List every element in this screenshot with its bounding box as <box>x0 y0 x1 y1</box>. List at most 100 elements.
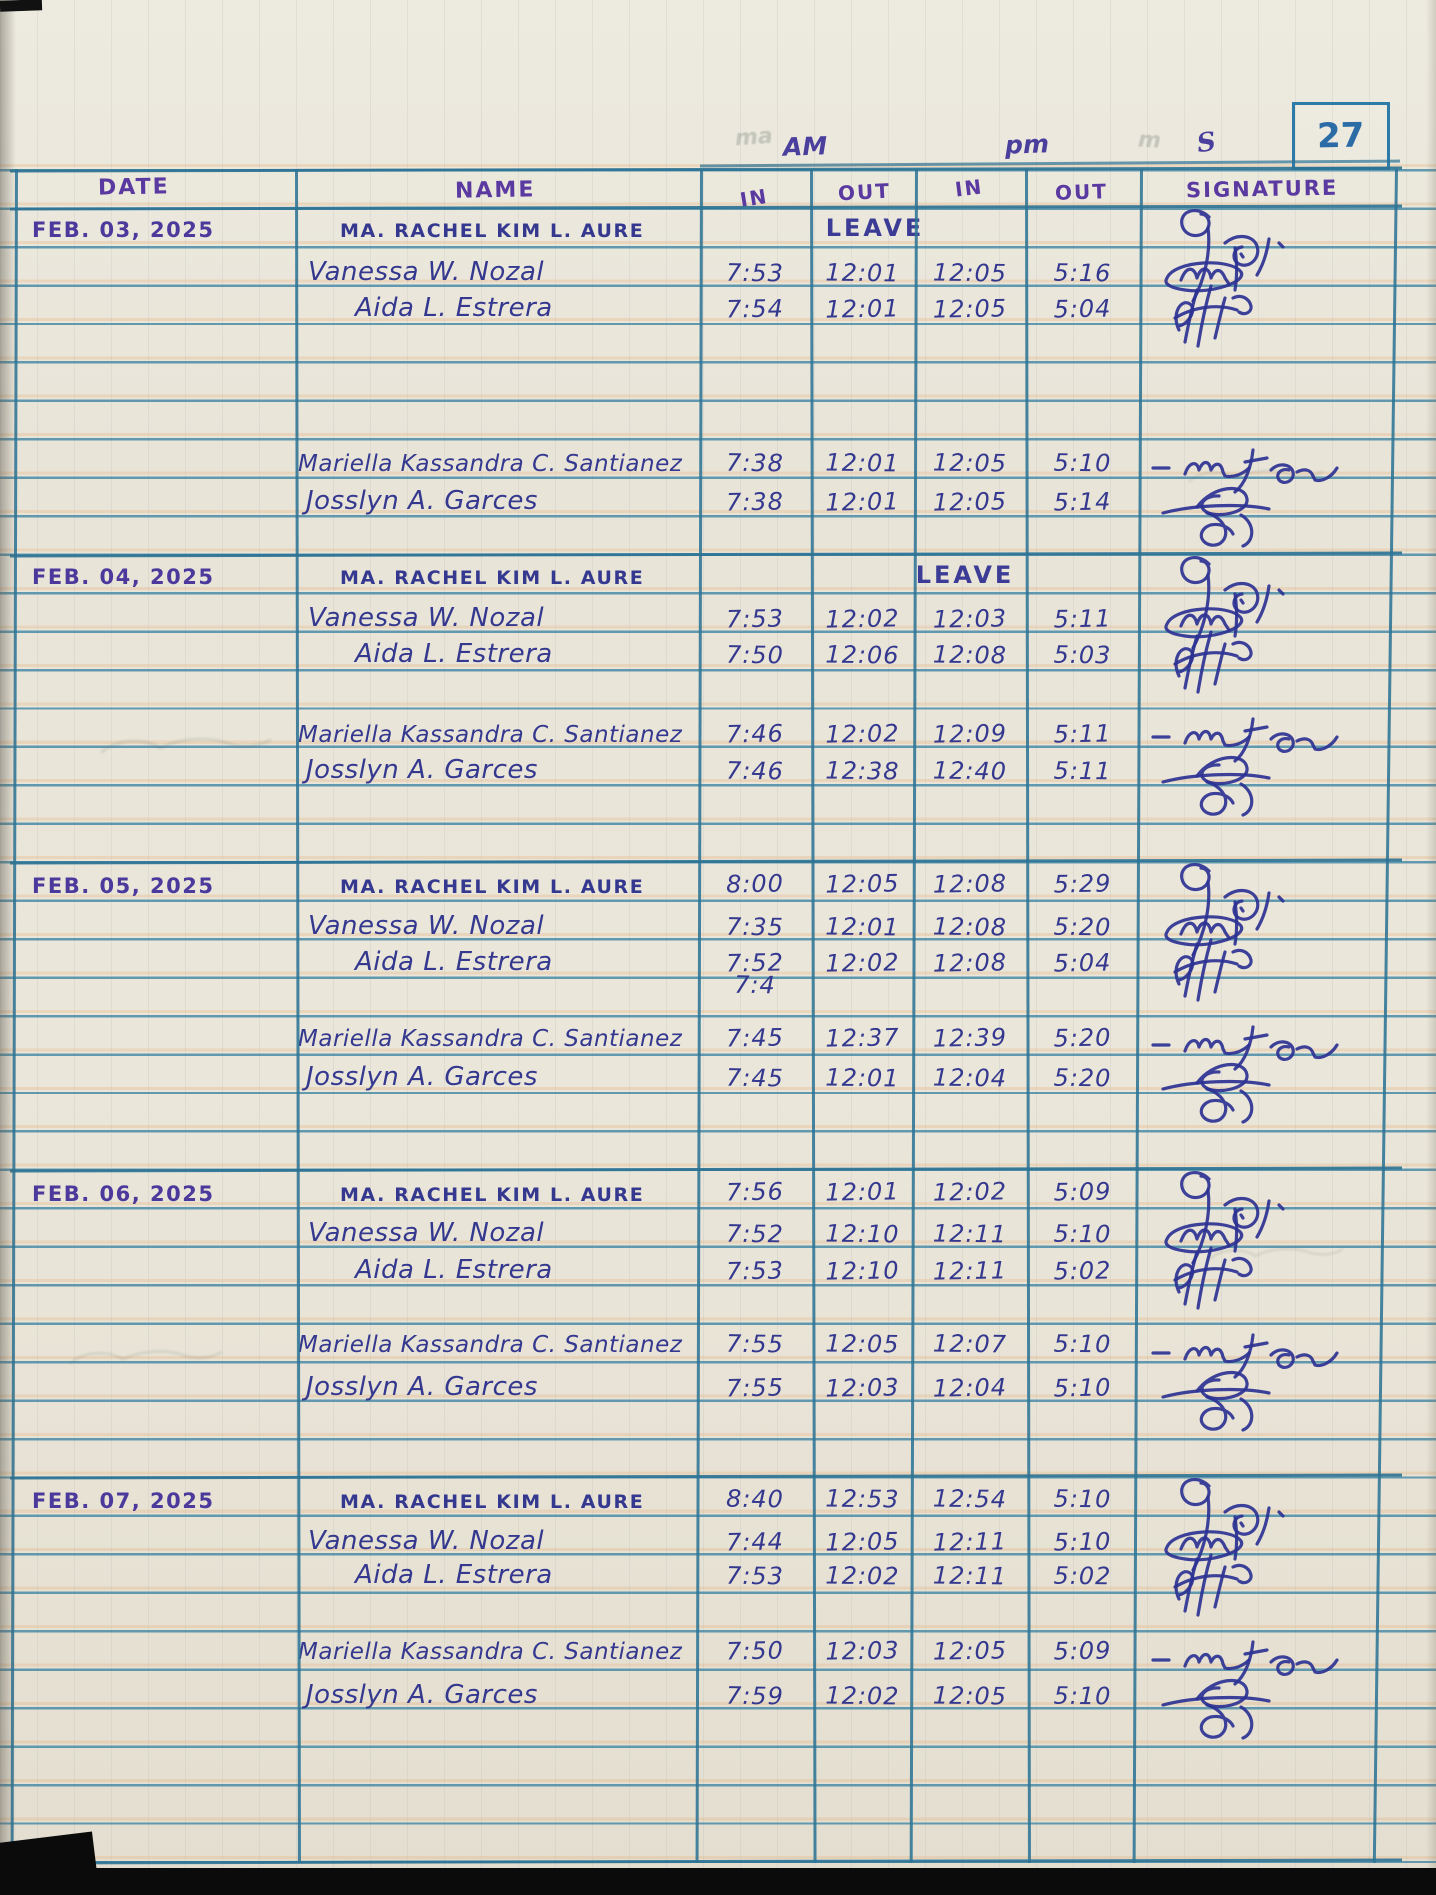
pm-group-label: pm <box>1004 129 1050 160</box>
entry-date: FEB. 05, 2025 <box>32 874 215 899</box>
table-row: Mariella Kassandra C. Santianez 7:46 12:02… <box>0 707 1436 763</box>
table-block-separator-line <box>9 1858 1403 1865</box>
time-am-out: 12:01 <box>825 1063 900 1093</box>
time-am-in: 7:50 <box>725 640 785 670</box>
pm-in-column-header: IN <box>953 174 985 202</box>
time-pm-in: 12:05 <box>932 258 1008 288</box>
page-right-edge-shadow <box>1426 0 1436 1895</box>
time-pm-out: 5:02 <box>1053 1561 1112 1591</box>
entry-name: Vanessa W. Nozal <box>308 602 545 633</box>
time-pm-in: 12:08 <box>932 912 1008 942</box>
time-pm-out: 5:09 <box>1053 1636 1112 1666</box>
time-pm-out: 5:29 <box>1053 869 1112 899</box>
time-am-in: 7:59 <box>725 1681 785 1710</box>
time-pm-in: 12:05 <box>932 294 1008 324</box>
time-am-out: 12:01 <box>825 294 900 324</box>
table-row: Josslyn A. Garces 7:59 12:02 12:05 5:10 <box>0 1669 1436 1740</box>
time-am-out: 12:03 <box>825 1636 900 1666</box>
time-pm-in: 12:05 <box>932 1636 1008 1666</box>
time-am-out: 12:02 <box>825 604 900 634</box>
table-row: FEB. 07, 2025 MA. RACHEL KIM L. AURE 8:40 1… <box>0 1476 1436 1572</box>
table-row: Mariella Kassandra C. Santianez 7:38 12:01… <box>0 438 1436 494</box>
time-pm-in: 12:11 <box>932 1561 1008 1591</box>
time-am-out: 12:37 <box>825 1023 900 1053</box>
page-number: 27 <box>1316 115 1366 157</box>
table-row: Mariella Kassandra C. Santianez 7:50 12:03… <box>0 1630 1436 1686</box>
entry-name: Vanessa W. Nozal <box>308 256 545 287</box>
entry-name: Vanessa W. Nozal <box>308 1525 545 1556</box>
entry-name: Mariella Kassandra C. Santianez <box>298 722 683 749</box>
time-am-out: 12:01 <box>825 1177 900 1207</box>
entry-name: MA. RACHEL KIM L. AURE <box>340 1491 645 1514</box>
time-pm-in: 12:08 <box>932 869 1008 899</box>
time-pm-in: 12:05 <box>932 448 1008 478</box>
table-row: Vanessa W. Nozal 7:52 12:10 12:11 5:10 <box>0 1207 1436 1254</box>
time-am-out: 12:01 <box>825 912 900 942</box>
table-row: Josslyn A. Garces 7:55 12:03 12:04 5:10 <box>0 1361 1436 1432</box>
signature-garces <box>1161 755 1271 817</box>
entry-name: Aida L. Estrera <box>355 293 553 324</box>
time-am-in: 8:00 <box>725 869 785 899</box>
time-am-out: 12:05 <box>825 1527 900 1557</box>
time-am-in: 7:52 <box>725 1219 785 1249</box>
table-row: Vanessa W. Nozal 7:35 12:01 12:08 5:20 <box>0 899 1436 946</box>
table-row: FEB. 04, 2025 MA. RACHEL KIM L. AURE LEAVE <box>0 554 1436 650</box>
table-row: Vanessa W. Nozal 7:53 12:02 12:03 5:11 <box>0 592 1436 639</box>
signature-estrera <box>1173 1245 1253 1310</box>
time-pm-out: 5:04 <box>1053 294 1112 324</box>
time-am-in: 8:40 <box>725 1484 785 1514</box>
time-am-out: 12:53 <box>825 1484 900 1514</box>
pm-out-column-header: OUT <box>1054 179 1109 205</box>
time-am-out: 12:38 <box>825 756 900 786</box>
entry-name: Aida L. Estrera <box>355 639 553 670</box>
time-pm-out: 5:16 <box>1053 258 1112 288</box>
time-am-out: 12:10 <box>825 1255 900 1286</box>
time-am-out: 12:02 <box>825 1561 900 1591</box>
time-pm-out: 5:11 <box>1053 756 1112 786</box>
time-pm-in: 12:08 <box>932 640 1008 670</box>
time-am-out: 12:05 <box>825 869 900 899</box>
time-pm-out: 5:10 <box>1053 1484 1112 1514</box>
entry-name: MA. RACHEL KIM L. AURE <box>340 876 645 899</box>
time-am-in: 7:54 <box>725 294 785 324</box>
bleed-through-mark: m <box>1137 127 1162 154</box>
entry-date: FEB. 03, 2025 <box>32 218 215 243</box>
date-column-header: DATE <box>97 174 170 201</box>
time-pm-in: 12:40 <box>932 756 1008 786</box>
time-am-in: 7:55 <box>725 1329 785 1358</box>
signature-estrera <box>1173 284 1253 348</box>
signature-estrera <box>1173 630 1253 694</box>
entry-name: Aida L. Estrera <box>355 1254 553 1285</box>
am-group-label: AM <box>782 131 828 162</box>
time-am-out: 12:02 <box>825 1681 900 1711</box>
table-row: Josslyn A. Garces 7:46 12:38 12:40 5:11 <box>0 746 1436 817</box>
time-am-in: 7:53 <box>725 1561 785 1591</box>
time-am-out: 12:03 <box>825 1373 900 1403</box>
table-row: Mariella Kassandra C. Santianez 7:45 12:37… <box>0 1015 1436 1071</box>
table-row: Vanessa W. Nozal 7:44 12:05 12:11 5:10 <box>0 1515 1436 1562</box>
signature-garces <box>1161 1678 1271 1740</box>
entry-name: Josslyn A. Garces <box>306 1679 538 1710</box>
table-row: Aida L. Estrera 7:50 12:06 12:08 5:03 <box>0 630 1436 694</box>
entry-date: FEB. 06, 2025 <box>32 1181 215 1206</box>
table-row: Aida L. Estrera 7:53 12:02 12:11 5:02 <box>0 1553 1436 1617</box>
entry-name: MA. RACHEL KIM L. AURE <box>340 1183 645 1206</box>
time-am-in: 7:45 <box>725 1023 785 1053</box>
time-pm-out: 5:02 <box>1053 1256 1112 1286</box>
signature-estrera <box>1173 1553 1253 1617</box>
time-am-out: 12:01 <box>825 258 900 288</box>
entry-name: Aida L. Estrera <box>355 1560 553 1591</box>
time-pm-in: 12:54 <box>932 1484 1008 1514</box>
table-row: Mariella Kassandra C. Santianez 7:55 12:05… <box>0 1323 1436 1379</box>
entry-name: Aida L. Estrera <box>355 947 553 977</box>
table-row: Aida L. Estrera 7:53 12:10 12:11 5:02 <box>0 1245 1436 1310</box>
signature-group-label: S <box>1195 126 1218 160</box>
time-pm-out: 5:20 <box>1053 1023 1112 1053</box>
scan-corner-black-notch <box>0 0 43 12</box>
name-column-header: NAME <box>454 177 536 204</box>
entry-name: Josslyn A. Garces <box>306 754 538 785</box>
time-pm-in: 12:11 <box>932 1255 1008 1286</box>
bleed-through-mark: ma <box>734 123 774 152</box>
time-pm-in: 12:08 <box>932 948 1008 978</box>
